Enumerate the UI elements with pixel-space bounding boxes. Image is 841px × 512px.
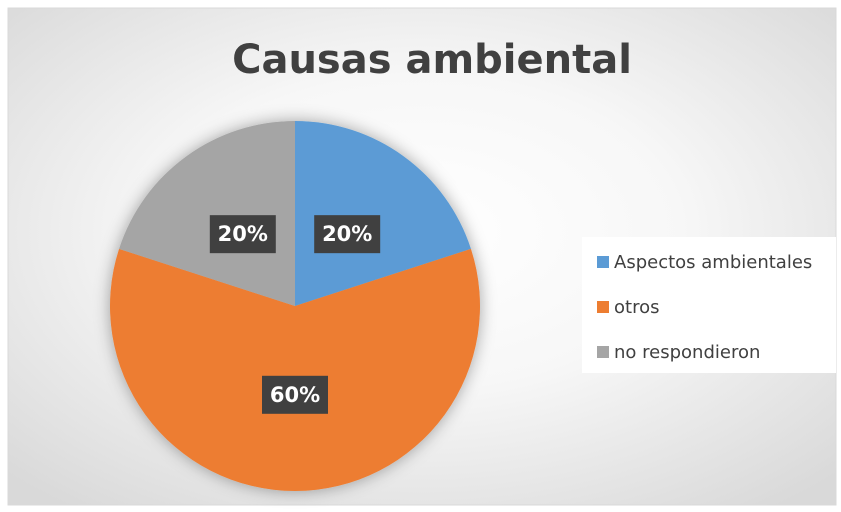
legend: Aspectos ambientales otros no respondieron — [582, 237, 836, 373]
data-label-box — [262, 375, 328, 414]
legend-box — [582, 237, 836, 373]
legend-label: Aspectos ambientales — [614, 252, 812, 273]
pie-slice — [295, 121, 471, 306]
pie-slice — [119, 121, 296, 306]
pie — [110, 121, 481, 491]
data-label-box — [209, 215, 276, 254]
legend-label: otros — [614, 297, 659, 318]
chart-title: Causas ambiental — [232, 37, 632, 83]
legend-swatch — [597, 301, 609, 313]
legend-label: no respondieron — [614, 342, 760, 363]
legend-swatch — [597, 346, 609, 358]
data-labels: 20% 60% 20% — [209, 215, 381, 414]
data-label: 20% — [322, 222, 372, 246]
legend-swatch — [597, 256, 609, 268]
data-label-box — [314, 215, 381, 254]
pie-slice — [110, 248, 481, 491]
data-label: 60% — [270, 383, 320, 407]
data-label: 20% — [218, 222, 268, 246]
